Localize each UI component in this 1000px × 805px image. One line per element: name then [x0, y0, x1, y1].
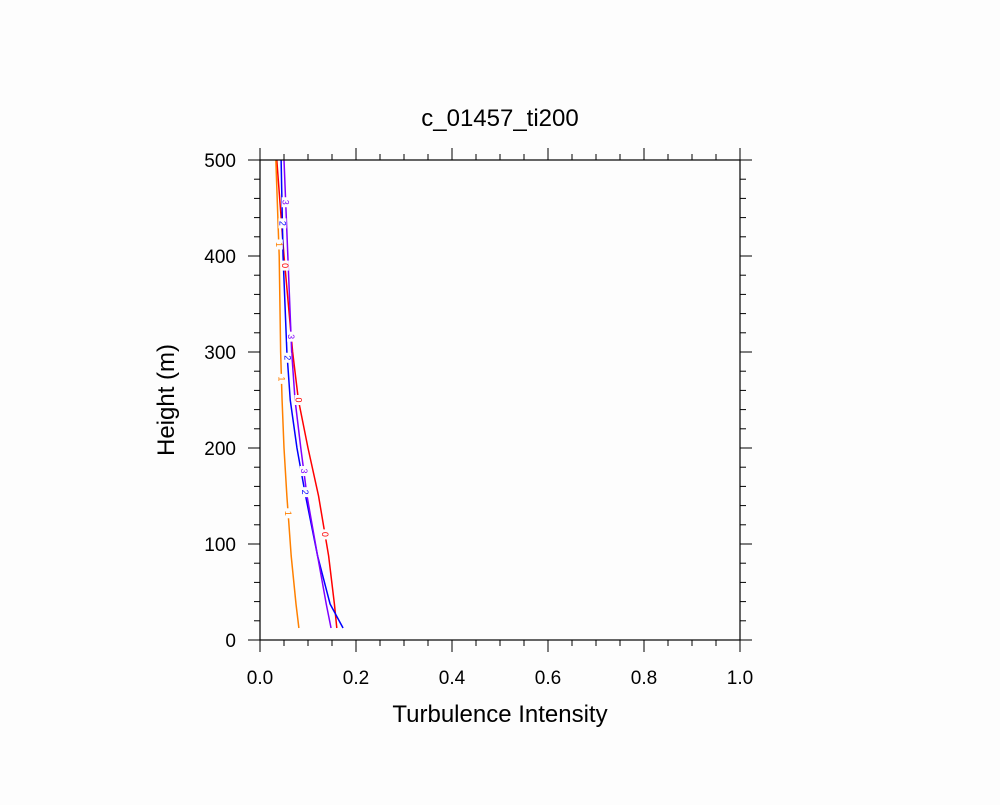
series-label-2: 2 [300, 490, 310, 495]
series-group: 0 0 0 1 1 1 2 2 2 3 3 3 [274, 159, 344, 629]
series-line-1 [275, 159, 300, 629]
x-tick-label: 0.6 [535, 668, 561, 689]
series-label-bg [278, 218, 287, 229]
series-label-bg [294, 395, 303, 405]
series-label-bg [274, 239, 283, 250]
series-label-0: 0 [280, 263, 290, 268]
series-label-bg [281, 197, 290, 208]
series-label-bg [300, 487, 309, 498]
y-tick-label: 400 [204, 247, 236, 268]
x-tick-label: 0.4 [439, 668, 466, 689]
series-label-bg [280, 260, 289, 271]
x-tick-label: 0.2 [343, 668, 369, 689]
x-tick-label: 1.0 [727, 668, 753, 689]
series-label-bg [287, 331, 296, 342]
y-tick-label: 0 [225, 631, 236, 652]
plot-frame [259, 159, 741, 641]
y-tick-label: 300 [204, 343, 236, 364]
series-label-3: 3 [299, 469, 309, 474]
y-tick-label: 500 [204, 151, 236, 172]
x-tick-label: 0.8 [631, 668, 657, 689]
series-label-bg [277, 373, 286, 384]
series-label-1: 1 [283, 511, 293, 516]
series-line-0 [276, 159, 338, 629]
series-label-2: 2 [277, 221, 287, 226]
y-axis-label: Height (m) [153, 344, 180, 456]
series-label-3: 3 [286, 334, 296, 339]
y-tick-label: 200 [204, 439, 236, 460]
x-axis-label: Turbulence Intensity [392, 701, 607, 728]
series-label-3: 3 [281, 200, 291, 205]
series-label-2: 2 [282, 355, 292, 360]
series-label-1: 1 [276, 376, 286, 381]
series-label-bg [321, 529, 330, 540]
x-tick-label: 0.0 [247, 668, 273, 689]
series-label-0: 0 [320, 532, 330, 537]
series-line-3 [283, 159, 332, 629]
series-label-bg [299, 466, 308, 477]
series-label-bg [283, 352, 292, 363]
series-line-2 [280, 159, 344, 629]
series-label-0: 0 [293, 397, 303, 402]
y-tick-label: 100 [204, 535, 236, 556]
series-label-bg [284, 508, 293, 519]
series-label-1: 1 [274, 242, 284, 247]
chart-title: c_01457_ti200 [421, 105, 578, 132]
